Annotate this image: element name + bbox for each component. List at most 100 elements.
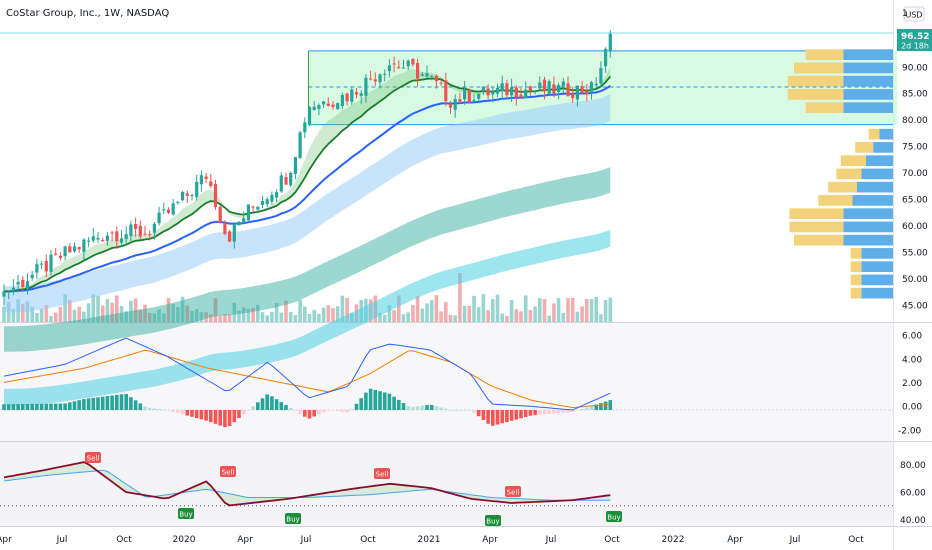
price-tick: 50.00 <box>902 275 928 285</box>
volume-bar <box>237 310 241 322</box>
currency-badge[interactable]: USD <box>903 6 925 22</box>
volume-profile-up <box>843 75 893 87</box>
macd-histogram-bar <box>16 404 20 410</box>
volume-bar <box>486 310 490 322</box>
macd-histogram-bar <box>491 410 495 426</box>
volume-bar <box>481 294 486 322</box>
macd-histogram-bar <box>589 406 594 410</box>
volume-bar <box>444 301 448 322</box>
sell-label: Sell <box>376 471 389 479</box>
volume-bar <box>232 302 237 322</box>
candle-body <box>430 75 434 77</box>
candle-body <box>345 93 349 102</box>
macd-histogram-bar <box>326 410 331 411</box>
volume-profile-up <box>852 195 893 206</box>
macd-histogram-bar <box>500 410 504 424</box>
price-tick: 60.00 <box>902 222 928 232</box>
candle-body <box>16 281 20 285</box>
macd-histogram-bar <box>429 404 434 410</box>
volume-bar <box>96 295 100 322</box>
volume-bar <box>63 294 67 322</box>
volume-bar <box>110 302 114 322</box>
candle-body <box>199 175 203 185</box>
volume-bar <box>467 305 472 322</box>
volume-bar <box>227 314 232 322</box>
macd-histogram-bar <box>476 410 481 417</box>
macd-histogram-bar <box>270 396 274 410</box>
candle-body <box>416 62 420 79</box>
candle-body <box>162 209 166 211</box>
candle-body <box>552 84 556 94</box>
macd-tick: 2.00 <box>902 379 922 389</box>
volume-bar <box>274 302 279 322</box>
macd-histogram-bar <box>72 401 77 410</box>
macd-histogram-bar <box>251 406 255 410</box>
volume-bar <box>326 305 331 322</box>
candle-body <box>604 48 608 67</box>
volume-profile-down <box>850 287 862 299</box>
macd-histogram-bar <box>425 405 429 410</box>
candle-body <box>397 66 401 68</box>
macd-histogram-bar <box>147 407 152 410</box>
macd-histogram-bar <box>91 397 96 410</box>
candle-body <box>11 287 15 292</box>
volume-bar <box>86 303 91 322</box>
volume-bar <box>2 306 6 322</box>
macd-histogram-bar <box>138 403 143 410</box>
candle-body <box>463 89 467 100</box>
long-term-band <box>4 229 611 406</box>
candle-body <box>303 122 307 133</box>
time-tick: 2020 <box>173 535 196 545</box>
candle-body <box>134 223 138 229</box>
macd-tick: -2.00 <box>898 427 922 437</box>
price-axis-top-label: 1 <box>902 9 908 19</box>
macd-histogram-bar <box>580 409 584 410</box>
macd-histogram-bar <box>603 401 608 410</box>
candle-body <box>495 87 500 94</box>
candle-body <box>514 87 518 98</box>
candle-body <box>35 264 39 273</box>
candle-body <box>528 86 532 91</box>
volume-bar <box>472 295 476 322</box>
osc-signal-line <box>3 469 611 501</box>
candle-body <box>49 254 53 272</box>
candle-body <box>213 184 218 208</box>
macd-histogram-bar <box>199 410 204 420</box>
osc-tick: 80.00 <box>900 461 926 471</box>
macd-histogram-bar <box>514 410 519 420</box>
volume-profile-down <box>805 102 844 113</box>
candle-body <box>30 274 34 279</box>
volume-bar <box>425 303 429 322</box>
volume-bar <box>91 294 96 322</box>
volume-profile-down <box>840 155 866 166</box>
volume-bar <box>256 304 260 322</box>
volume-bar <box>415 296 420 322</box>
volume-bar <box>124 311 128 322</box>
macd-histogram-bar <box>100 396 105 410</box>
candle-body <box>218 206 222 223</box>
time-tick: 2021 <box>418 535 441 545</box>
macd-histogram-bar <box>237 410 241 419</box>
time-tick: Oct <box>604 535 620 545</box>
candle-body <box>68 246 72 253</box>
candle-body <box>176 202 180 204</box>
macd-histogram-bar <box>157 409 161 410</box>
candle-body <box>242 218 246 224</box>
volume-bar <box>561 312 566 322</box>
macd-histogram-bar <box>354 403 359 410</box>
volume-profile-down <box>828 181 857 193</box>
volume-bar <box>420 308 425 322</box>
oscillator-pane[interactable] <box>0 442 893 526</box>
time-tick: Apr <box>727 535 743 545</box>
macd-histogram-bar <box>561 410 566 413</box>
bar-countdown: 2d 18h <box>901 42 929 51</box>
macd-histogram-bar <box>481 410 486 420</box>
macd-histogram-bar <box>96 397 100 410</box>
volume-bar <box>566 298 570 322</box>
candle-body <box>101 240 105 242</box>
volume-bar <box>129 300 133 322</box>
candle-body <box>195 181 199 198</box>
macd-histogram-bar <box>274 399 279 410</box>
volume-bar <box>166 298 171 322</box>
